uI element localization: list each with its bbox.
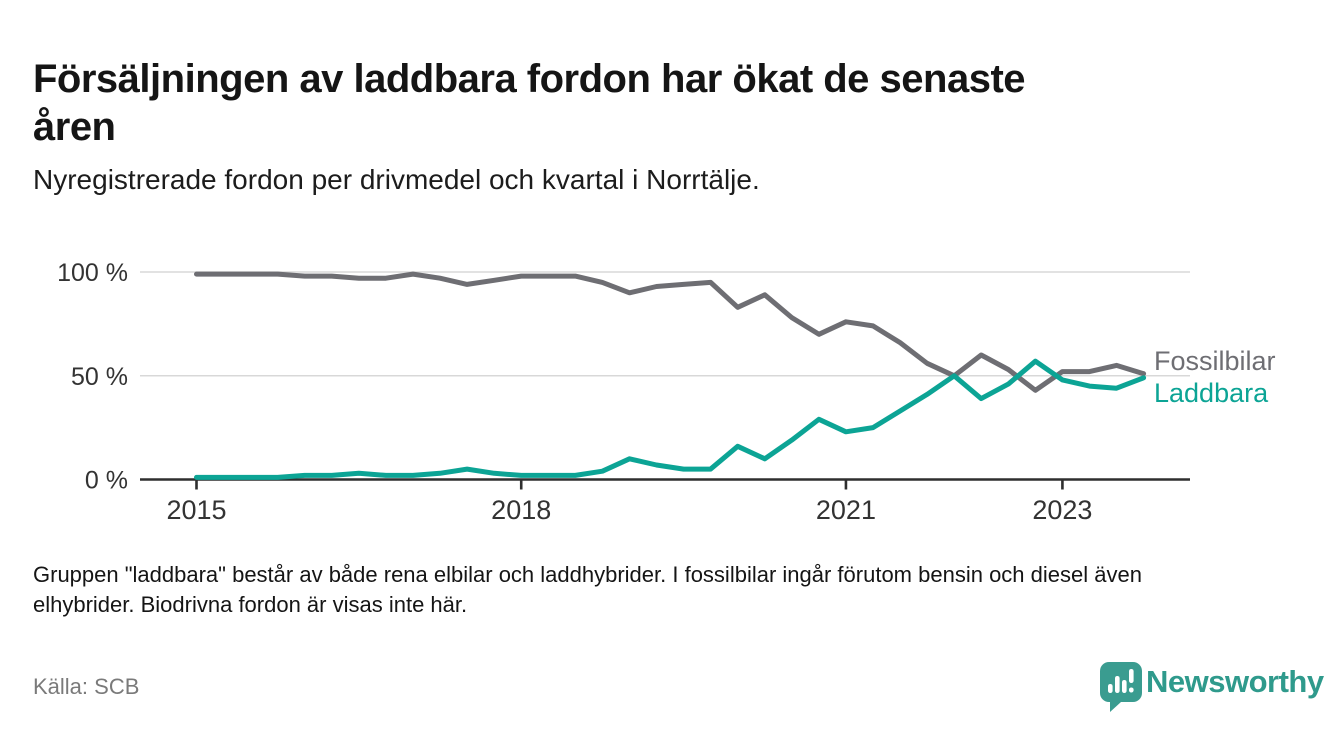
x-tick-label: 2018 (491, 495, 551, 525)
footnote: Gruppen "laddbara" består av både rena e… (33, 562, 1142, 617)
fossilbilar-line (194, 271, 1147, 393)
legend-label-laddbara: Laddbara (1154, 378, 1269, 408)
page-title: Försäljningen av laddbara fordon har öka… (33, 56, 1026, 149)
x-tick-label: 2015 (166, 495, 226, 525)
legend-label-fossilbilar: Fossilbilar (1154, 346, 1276, 376)
brand-name: Newsworthy (1146, 664, 1324, 699)
y-tick-label: 50 % (71, 363, 128, 391)
y-tick-label: 100 % (57, 259, 128, 287)
x-tick-label: 2023 (1032, 495, 1092, 525)
x-tick-label: 2021 (816, 495, 876, 525)
laddbara-line (194, 358, 1147, 480)
y-tick-label: 0 % (85, 467, 128, 495)
source-label: Källa: SCB (33, 674, 140, 699)
newsworthy-pin-barchart-icon (1100, 662, 1142, 712)
chart-subtitle: Nyregistrerade fordon per drivmedel och … (33, 164, 760, 195)
